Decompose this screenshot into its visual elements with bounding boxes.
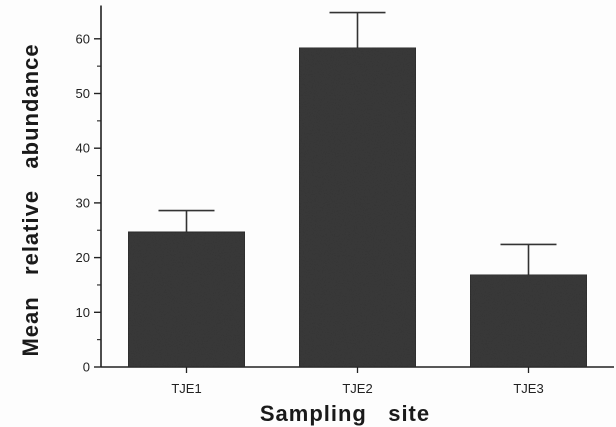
y-axis-title: Mean relative abundance: [18, 43, 43, 356]
x-tick-label: TJE3: [513, 381, 543, 396]
y-tick-label: 60: [76, 31, 90, 46]
bar-tje1: [127, 231, 246, 368]
bar-tje3: [469, 274, 588, 368]
bars: [127, 11, 588, 368]
y-tick-label: 40: [76, 141, 90, 156]
labels: 0 10 20 30 40 50 60 TJE1 TJE2 TJE3: [76, 31, 544, 396]
y-tick-label: 10: [76, 305, 90, 320]
y-tick-label: 50: [76, 86, 90, 101]
x-axis-title: Sampling site: [260, 401, 430, 426]
bar-tje2: [298, 47, 417, 368]
y-tick-label: 0: [83, 360, 90, 375]
x-tick-label: TJE2: [342, 381, 372, 396]
y-tick-label: 20: [76, 250, 90, 265]
y-tick-label: 30: [76, 195, 90, 210]
x-tick-label: TJE1: [171, 381, 201, 396]
